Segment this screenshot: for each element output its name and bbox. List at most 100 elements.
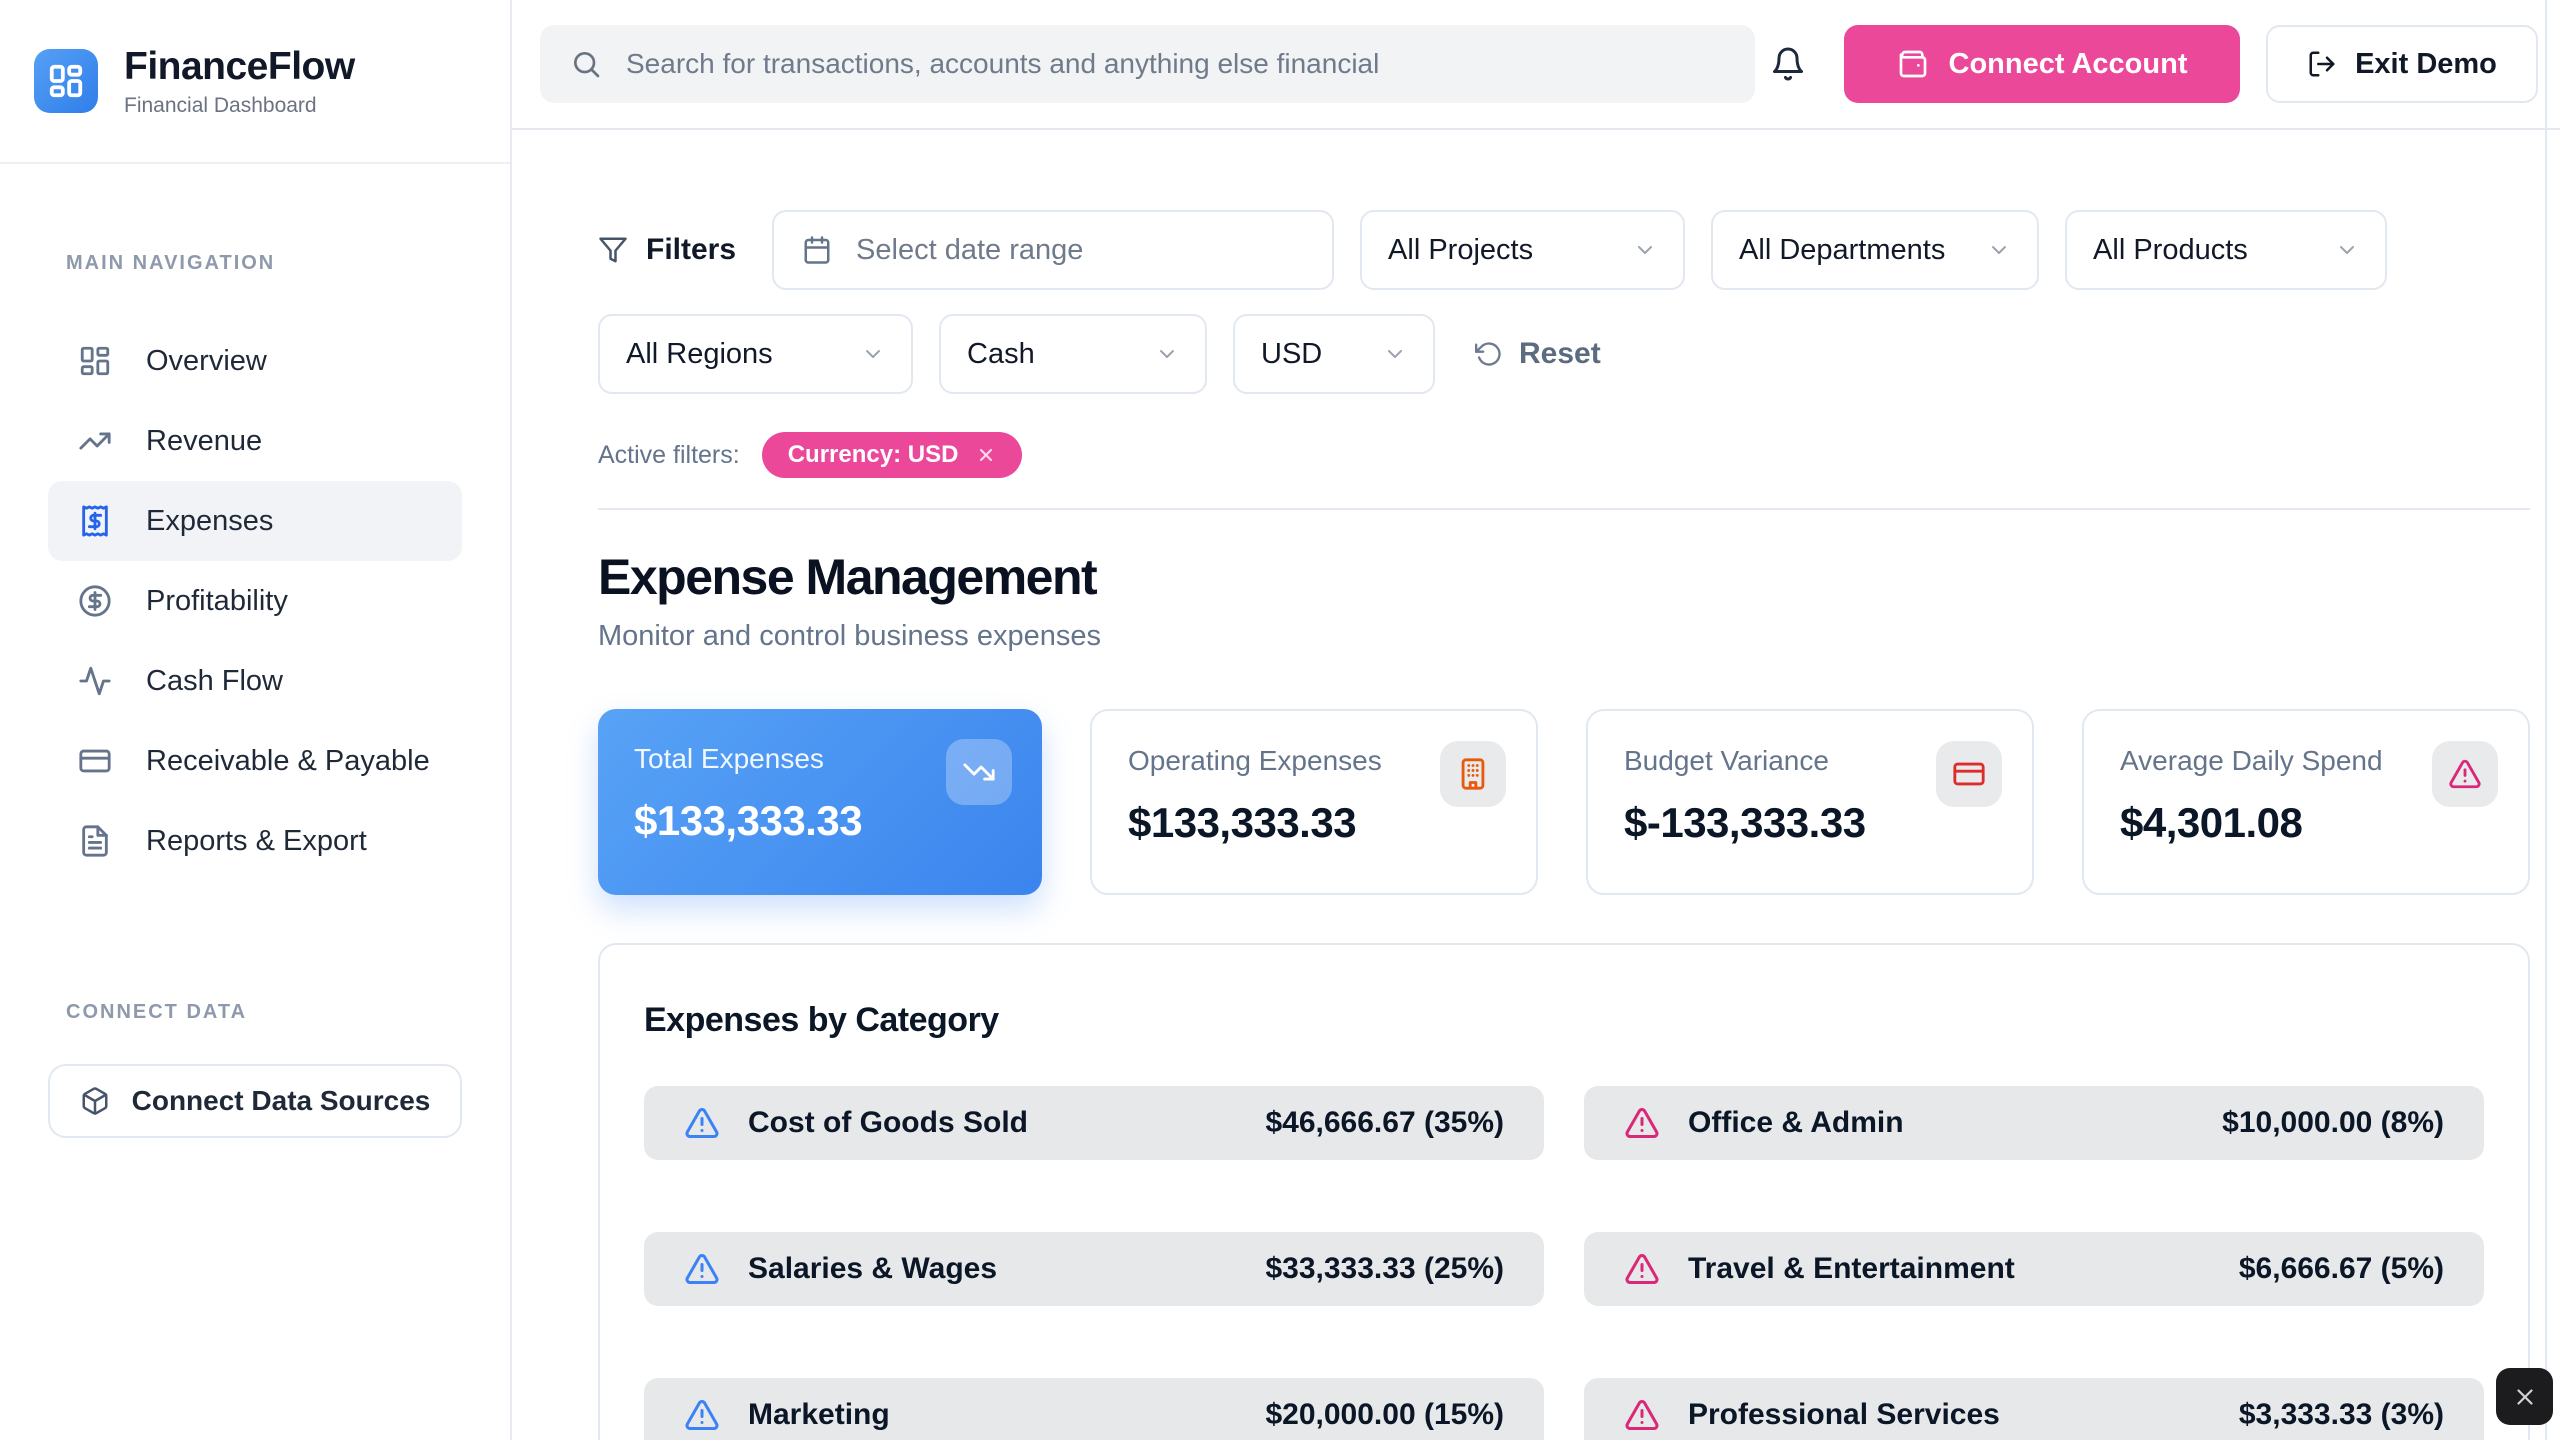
chevron-down-icon	[1160, 350, 1174, 358]
alert-triangle-icon	[685, 1108, 719, 1139]
calendar-icon	[804, 236, 830, 264]
chevron-down-icon	[866, 350, 880, 358]
stat-card-total-expenses: Total Expenses $133,333.33	[598, 709, 1042, 895]
stat-card-operating-expenses: Operating Expenses $133,333.33	[1090, 709, 1538, 895]
exit-demo-button[interactable]: Exit Demo	[2266, 25, 2538, 103]
date-range-input[interactable]	[772, 210, 1335, 290]
close-overlay-button[interactable]	[2496, 1368, 2553, 1425]
dollar-circle-icon	[79, 585, 111, 617]
page-title: Expense Management	[598, 549, 1098, 605]
projects-select[interactable]: All Projects	[1360, 210, 1686, 290]
sidebar-item-label: Cash Flow	[146, 664, 283, 697]
dashboard-icon	[80, 346, 110, 376]
stat-card-iconbox	[1440, 741, 1506, 807]
active-filter-chip-currency[interactable]: Currency: USD	[761, 432, 1023, 478]
exit-demo-label: Exit Demo	[2355, 47, 2497, 80]
category-label: Travel & Entertainment	[1688, 1252, 2015, 1285]
brand-text: FinanceFlow Financial Dashboard	[124, 45, 355, 118]
alert-triangle-icon	[685, 1254, 719, 1285]
alert-triangle-icon	[1625, 1400, 1659, 1431]
stat-card-label: Operating Expenses	[1128, 745, 1382, 776]
stat-card-iconbox	[2432, 741, 2498, 807]
app-logo	[34, 49, 98, 113]
products-select-value: All Products	[2093, 233, 2248, 266]
x-icon[interactable]	[976, 445, 996, 465]
search-icon	[574, 52, 600, 78]
brand-header: FinanceFlow Financial Dashboard	[0, 0, 510, 164]
sidebar: FinanceFlow Financial Dashboard MAIN NAV…	[0, 0, 512, 1440]
sidebar-item-reports-export[interactable]: Reports & Export	[48, 801, 462, 881]
sidebar-item-label: Overview	[146, 344, 267, 377]
category-row-travel-entertainment: Travel & Entertainment $6,666.67 (5%)	[1584, 1232, 2484, 1306]
alert-triangle-icon	[2449, 759, 2481, 789]
stat-card-value: $4,301.08	[2120, 799, 2303, 846]
section-divider	[598, 508, 2530, 510]
credit-card-icon	[79, 749, 111, 773]
category-label: Office & Admin	[1688, 1106, 1904, 1139]
currency-select[interactable]: USD	[1233, 314, 1435, 394]
trending-up-icon	[79, 432, 111, 450]
notifications-button[interactable]	[1770, 46, 1806, 82]
connect-account-button[interactable]: Connect Account	[1844, 25, 2240, 103]
file-text-icon	[82, 825, 108, 857]
departments-select-value: All Departments	[1739, 233, 1946, 266]
chevron-down-icon	[1638, 246, 1653, 254]
connect-data-section: CONNECT DATA Connect Data Sources	[0, 881, 510, 1138]
category-label: Cost of Goods Sold	[748, 1106, 1028, 1139]
regions-select[interactable]: All Regions	[598, 314, 913, 394]
category-value: $46,666.67 (35%)	[1265, 1106, 1504, 1139]
active-filters-row: Active filters: Currency: USD	[598, 432, 2530, 478]
category-row-salaries-wages: Salaries & Wages $33,333.33 (25%)	[644, 1232, 1544, 1306]
log-out-icon	[2309, 51, 2335, 77]
reset-label: Reset	[1519, 337, 1601, 370]
receipt-icon	[82, 505, 108, 537]
stat-card-value: $133,333.33	[634, 797, 863, 844]
chevron-down-icon	[1992, 246, 2007, 254]
category-value: $20,000.00 (15%)	[1265, 1398, 1504, 1431]
main-navigation: MAIN NAVIGATION Overview Revenue Expense…	[0, 164, 510, 881]
category-label: Salaries & Wages	[748, 1252, 998, 1285]
connect-data-heading: CONNECT DATA	[66, 1001, 248, 1023]
sidebar-item-expenses[interactable]: Expenses	[48, 481, 462, 561]
stat-card-budget-variance: Budget Variance $-133,333.33	[1586, 709, 2034, 895]
scrollbar-track[interactable]	[2545, 0, 2547, 1440]
cash-basis-select[interactable]: Cash	[939, 314, 1207, 394]
sidebar-item-profitability[interactable]: Profitability	[48, 561, 462, 641]
stat-card-value: $133,333.33	[1128, 799, 1357, 846]
alert-triangle-icon	[1625, 1108, 1659, 1139]
sidebar-item-cash-flow[interactable]: Cash Flow	[48, 641, 462, 721]
chevron-down-icon	[2340, 246, 2355, 254]
connect-data-sources-button[interactable]: Connect Data Sources	[48, 1064, 462, 1138]
stat-card-value: $-133,333.33	[1624, 799, 1866, 846]
category-value: $10,000.00 (8%)	[2222, 1106, 2444, 1139]
main-content: Filters All Projects All Departments All…	[512, 130, 2560, 1440]
sidebar-item-overview[interactable]: Overview	[48, 321, 462, 401]
projects-select-value: All Projects	[1388, 233, 1534, 266]
stat-card-iconbox	[1936, 741, 2002, 807]
departments-select[interactable]: All Departments	[1711, 210, 2040, 290]
sidebar-item-revenue[interactable]: Revenue	[48, 401, 462, 481]
category-value: $6,666.67 (5%)	[2238, 1252, 2444, 1285]
filters-label: Filters	[598, 233, 736, 267]
page-subtitle: Monitor and control business expenses	[598, 620, 1101, 652]
date-range-field[interactable]	[856, 233, 1305, 267]
chevron-down-icon	[1388, 350, 1402, 358]
stat-cards: Total Expenses $133,333.33 Operating Exp…	[598, 709, 2530, 895]
expenses-by-category-panel: Expenses by Category Cost of Goods Sold …	[598, 943, 2530, 1440]
search-input[interactable]	[626, 48, 1725, 80]
stat-card-iconbox	[946, 739, 1012, 805]
nav-heading: MAIN NAVIGATION	[66, 252, 276, 274]
category-grid: Cost of Goods Sold $46,666.67 (35%) Offi…	[644, 1086, 2484, 1440]
reset-filters-button[interactable]: Reset	[1475, 337, 1601, 371]
panel-title: Expenses by Category	[644, 1001, 999, 1039]
products-select[interactable]: All Products	[2065, 210, 2388, 290]
connect-data-sources-label: Connect Data Sources	[131, 1085, 431, 1116]
brand-tagline: Financial Dashboard	[124, 93, 317, 117]
sidebar-item-label: Reports & Export	[146, 824, 367, 857]
category-row-cost-of-goods-sold: Cost of Goods Sold $46,666.67 (35%)	[644, 1086, 1544, 1160]
sidebar-item-receivable-payable[interactable]: Receivable & Payable	[48, 721, 462, 801]
building-icon	[1461, 758, 1485, 790]
category-label: Marketing	[748, 1398, 890, 1431]
search-box[interactable]	[540, 25, 1755, 103]
category-value: $3,333.33 (3%)	[2238, 1398, 2444, 1431]
